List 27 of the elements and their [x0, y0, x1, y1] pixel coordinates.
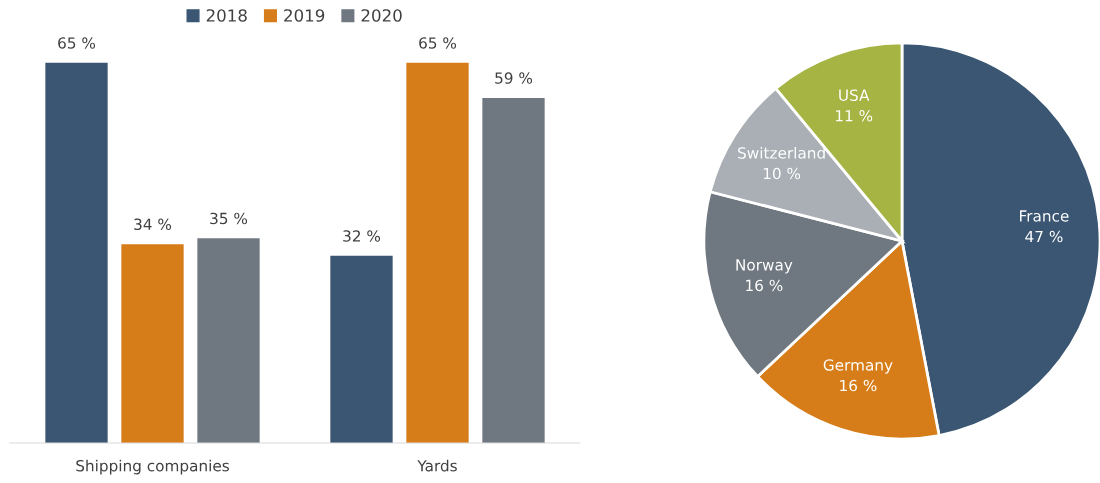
legend-label: 2018 [206, 9, 247, 22]
bar [482, 97, 545, 443]
bar [330, 255, 393, 443]
data-label: 16 % [746, 279, 783, 292]
bar [406, 62, 469, 443]
x-tick-label: Shipping companies [76, 459, 229, 475]
legend-label: 2019 [284, 9, 325, 22]
data-label: 35 % [210, 212, 248, 225]
slice-label: USA [839, 89, 870, 101]
bar [45, 62, 108, 443]
data-label: 65 % [58, 37, 96, 49]
bar [121, 244, 184, 443]
data-label: 47 % [1025, 230, 1063, 243]
data-label: 65 % [419, 37, 457, 49]
data-label: 10 % [763, 167, 801, 180]
slice-label: Germany [823, 359, 893, 374]
slice-label: France [1020, 210, 1069, 222]
slice-label: Switzerland [738, 146, 825, 159]
slice-label: Norway [736, 259, 793, 274]
data-label: 32 % [343, 230, 381, 242]
legend-label: 2020 [361, 9, 402, 22]
data-label: 59 % [495, 72, 533, 84]
data-label: 11 % [835, 110, 873, 122]
data-label: 34 % [134, 218, 172, 231]
x-tick-label: Yards [417, 459, 457, 472]
bar [197, 238, 260, 443]
data-label: 16 % [840, 379, 877, 392]
